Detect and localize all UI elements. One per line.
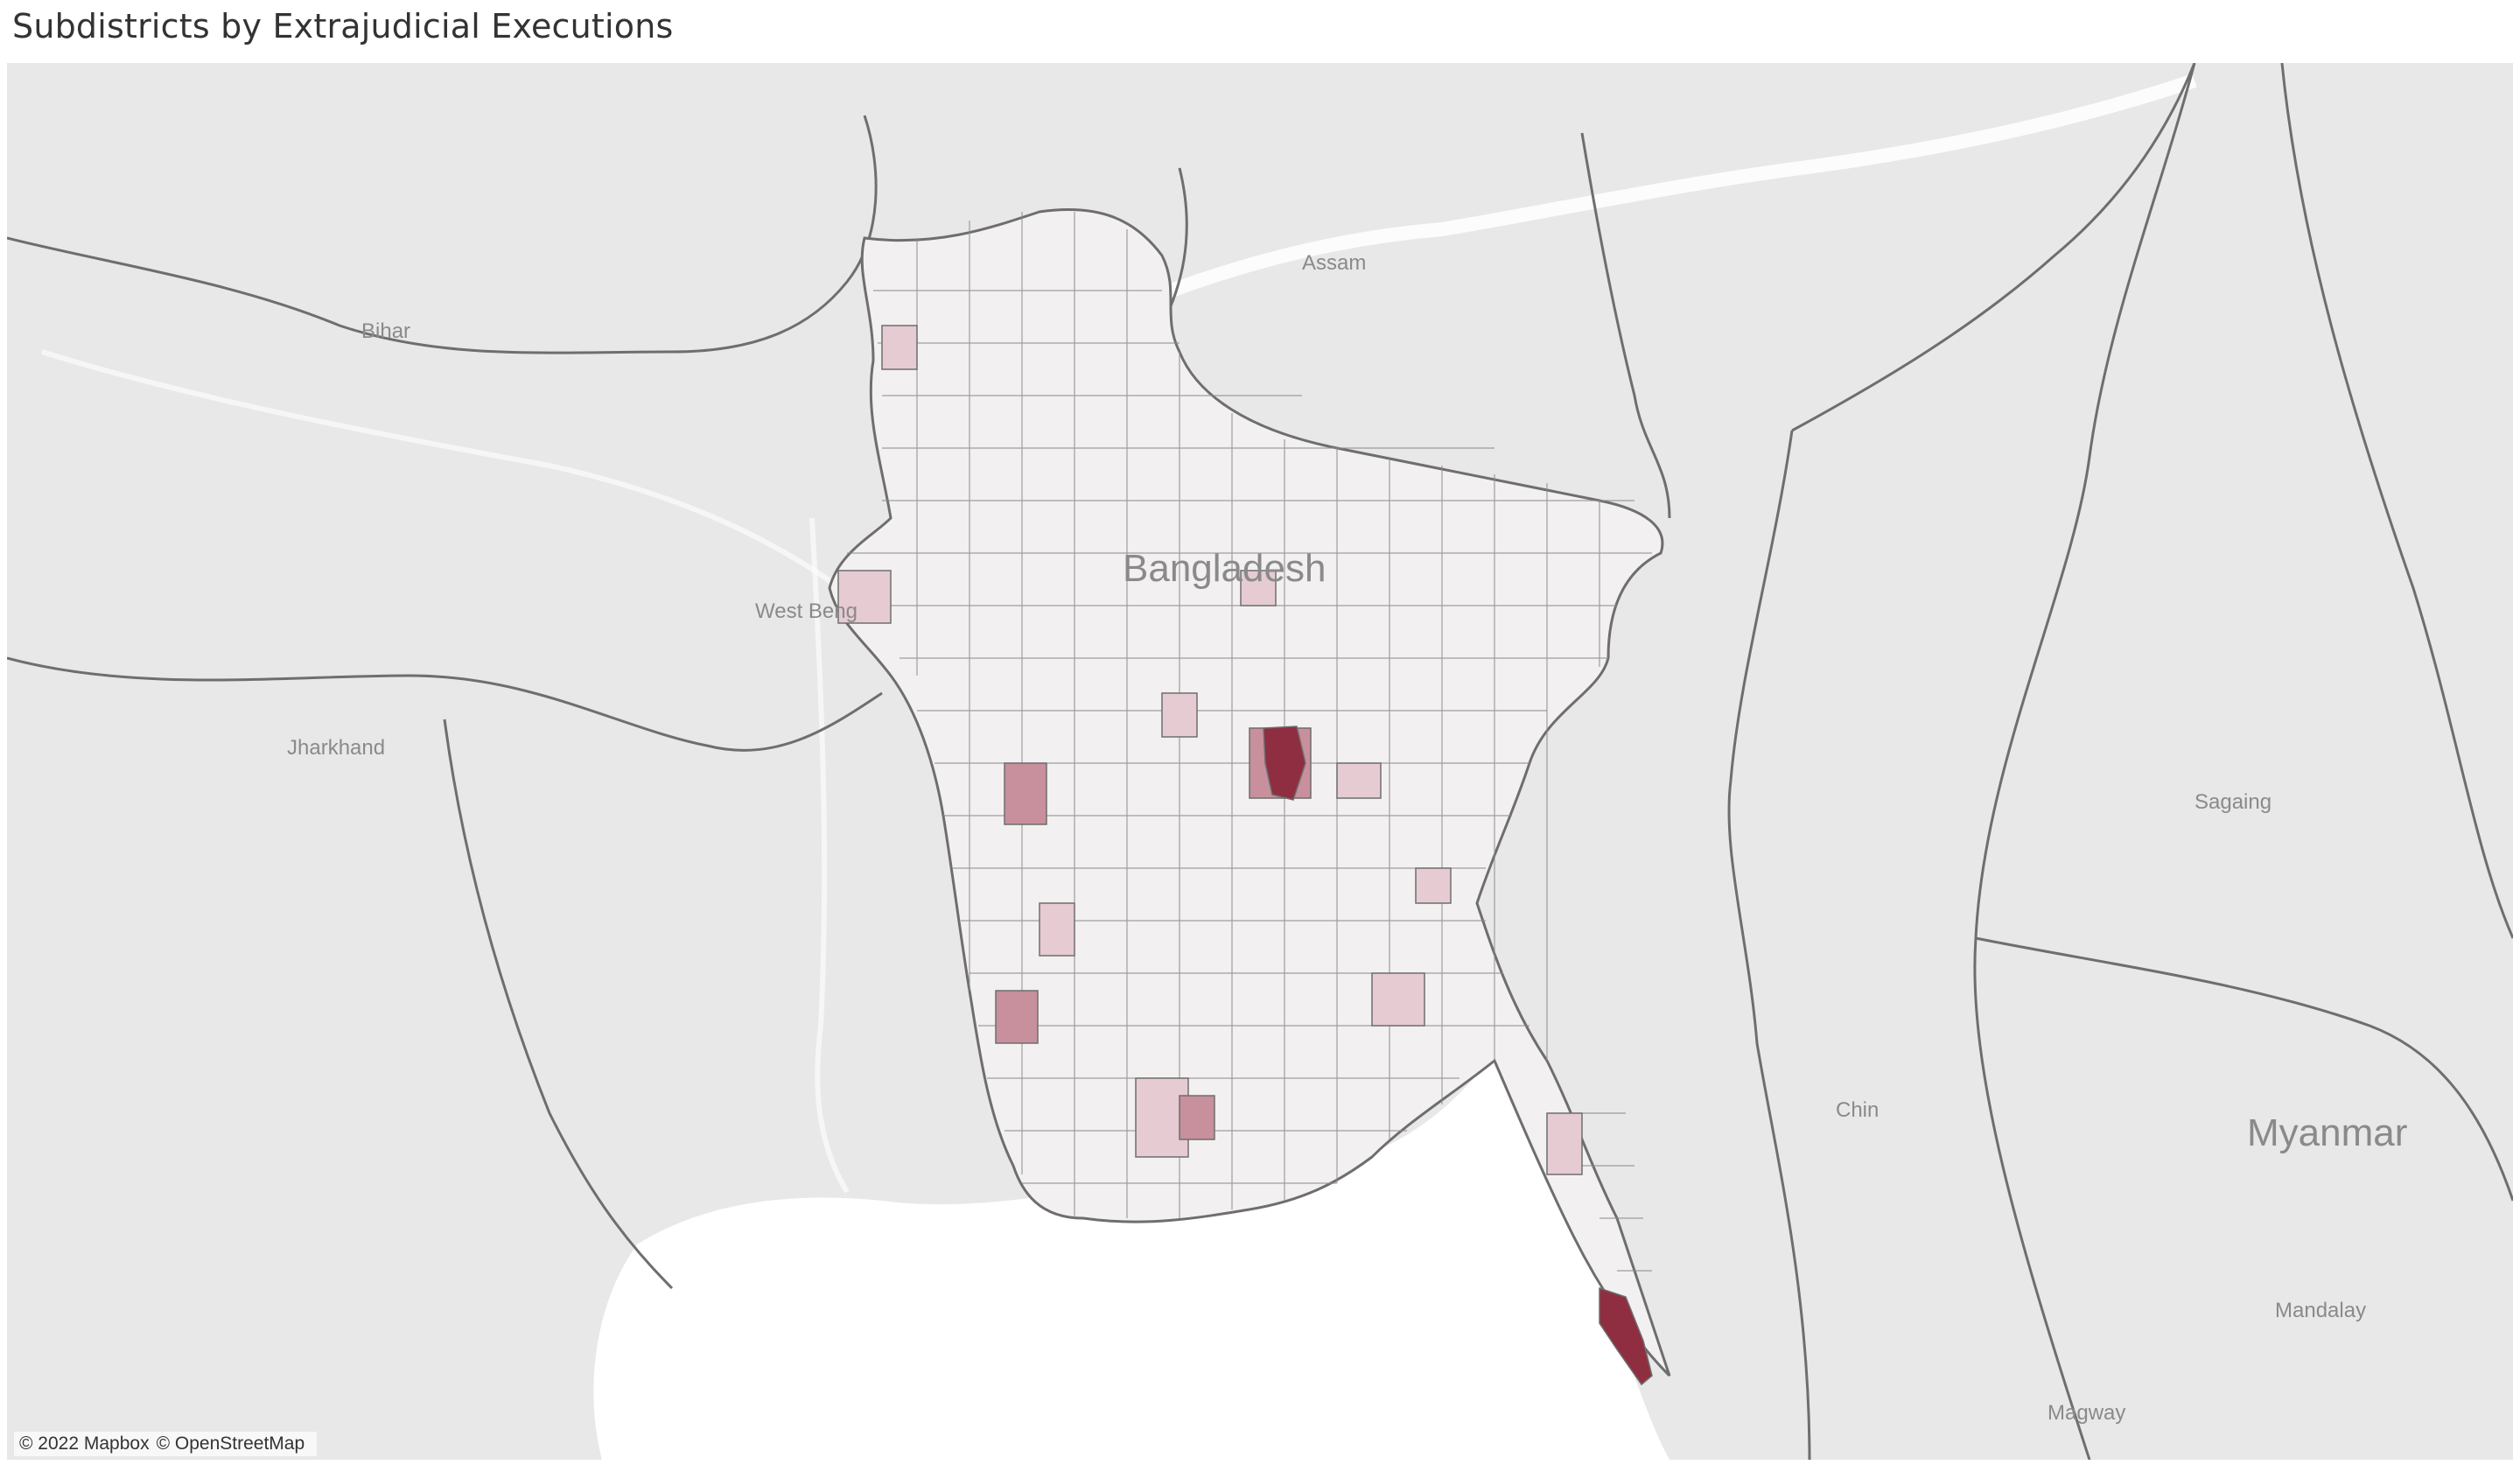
label-assam: Assam [1302,251,1366,275]
label-myanmar: Myanmar [2247,1111,2407,1154]
subdistrict-light[interactable] [1546,1112,1583,1175]
subdistrict-light[interactable] [837,570,892,624]
bay-of-bengal [593,1052,1670,1460]
subdistrict-light[interactable] [1240,570,1277,606]
label-west-bengal: West Beng [755,599,858,623]
label-magway: Magway [2048,1401,2125,1425]
subdistrict-light[interactable] [881,325,918,370]
page-title: Subdistricts by Extrajudicial Executions [12,7,674,46]
subdistrict-light[interactable] [1039,902,1075,957]
highlighted-subdistricts[interactable] [837,325,1653,1386]
map-canvas[interactable]: Bihar Assam West Beng Bangladesh Jharkha… [7,63,2513,1460]
osm-attribution-link[interactable]: © OpenStreetMap [156,1433,305,1454]
subdistrict-medium[interactable] [1004,762,1047,825]
subdistrict-high-coastal[interactable] [1599,1286,1653,1386]
bangladesh-subdistricts[interactable] [828,207,1671,1386]
ganges-river [41,349,866,608]
map-view[interactable]: Bihar Assam West Beng Bangladesh Jharkha… [7,63,2513,1460]
subdistrict-high[interactable] [1263,725,1306,801]
subdistrict-light[interactable] [1415,867,1452,904]
label-bihar: Bihar [361,319,410,343]
subdistrict-medium[interactable] [995,990,1039,1044]
brahmaputra-river [1124,74,2197,315]
subdistrict-light[interactable] [1161,692,1198,738]
subdistrict-light[interactable] [1336,762,1382,799]
subdistrict-medium[interactable] [1179,1095,1215,1140]
map-attribution[interactable]: © 2022 Mapbox © OpenStreetMap [14,1432,318,1456]
mapbox-attribution-link[interactable]: © 2022 Mapbox [19,1433,150,1454]
label-jharkhand: Jharkhand [287,736,385,760]
subdistrict-light[interactable] [1371,972,1425,1027]
label-bangladesh: Bangladesh [1123,547,1326,590]
label-sagaing: Sagaing [2194,790,2272,814]
hooghly-river [809,517,850,1194]
region-labels: Bihar Assam West Beng Bangladesh Jharkha… [287,251,2407,1425]
label-chin: Chin [1836,1098,1879,1122]
label-mandalay: Mandalay [2275,1299,2366,1322]
